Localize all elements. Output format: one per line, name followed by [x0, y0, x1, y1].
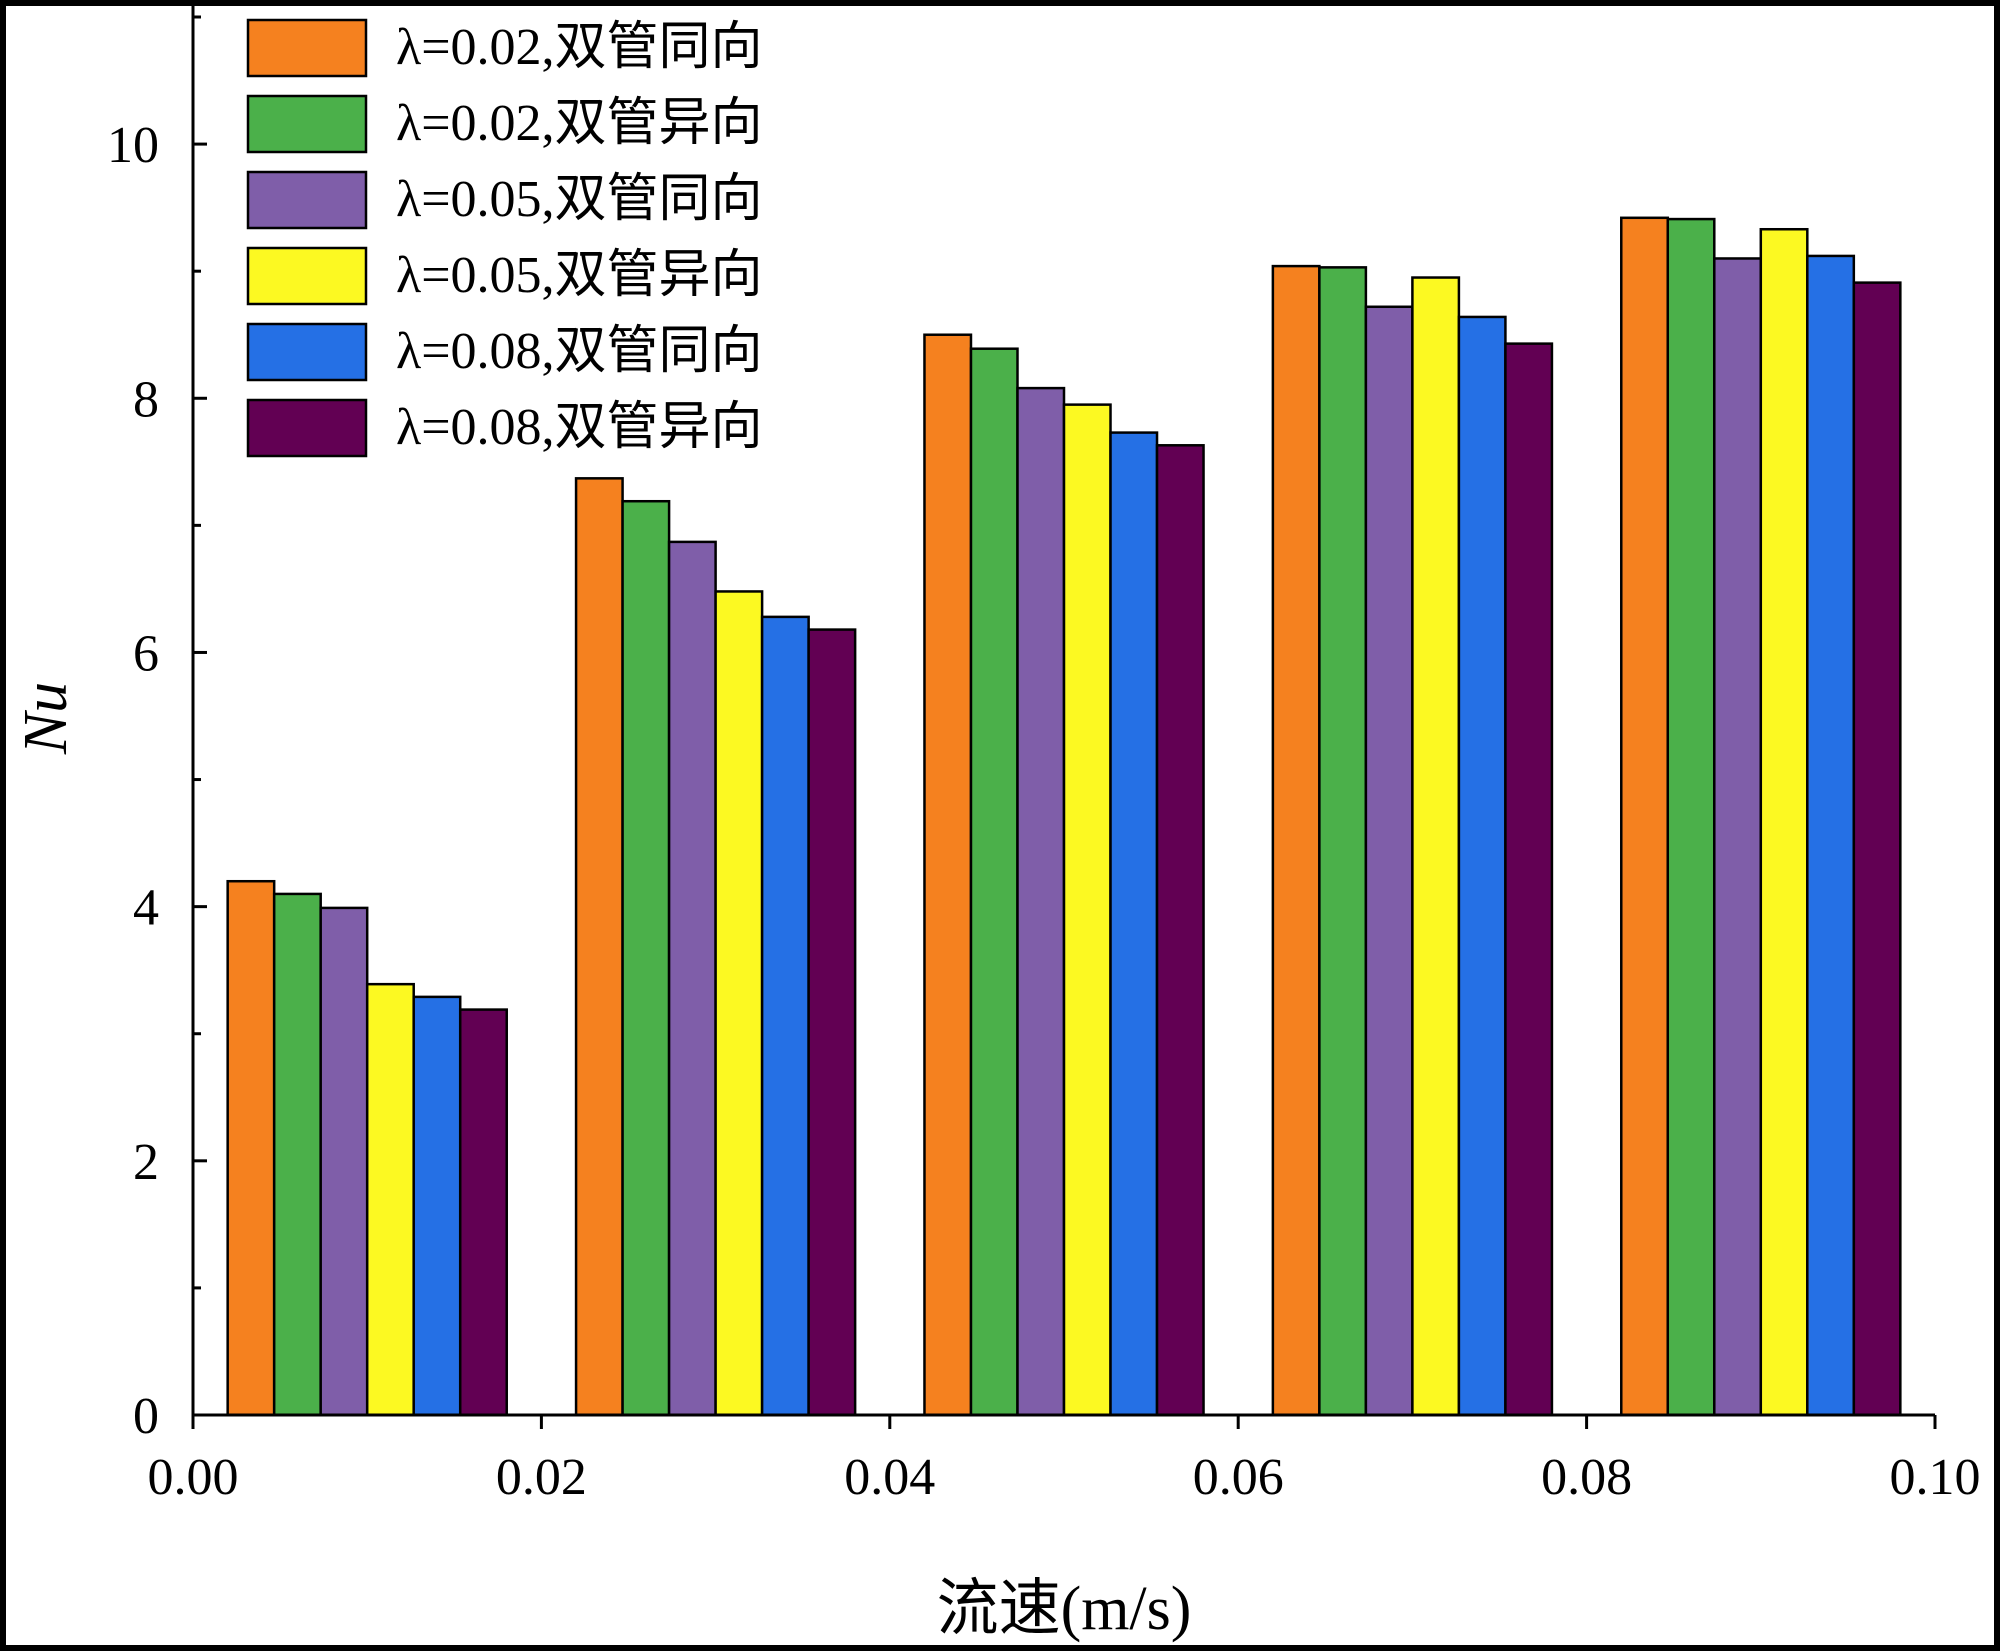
bar-s0-c1	[574, 477, 624, 1417]
legend-label-1: λ=0.02,双管异向	[396, 95, 763, 152]
bar-s4-c2	[1109, 431, 1159, 1417]
bar-s2-c0	[319, 906, 369, 1417]
axes-group	[191, 6, 1935, 1417]
y-tick-label: 8	[133, 371, 159, 428]
bar-s0-c3	[1271, 264, 1321, 1417]
x-axis-title: 流速(m/s)	[937, 1575, 1192, 1643]
bar-s2-c1	[667, 540, 717, 1417]
legend-label-0: λ=0.02,双管同向	[396, 19, 763, 76]
bar-s3-c1	[714, 590, 764, 1417]
bar-s1-c1	[621, 499, 671, 1417]
bar-s2-c2	[1016, 386, 1066, 1417]
nu-bar-chart: 0 2 4 6 8 10 0.00 0.02 0.04 0.06 0.08 0.10 λ=0.02,双…	[12, 6, 1981, 1643]
bars-group	[226, 216, 1902, 1417]
bar-s1-c4	[1666, 217, 1716, 1417]
bar-s0-c0	[226, 879, 276, 1417]
bar-s5-c3	[1504, 342, 1554, 1417]
bar-s4-c3	[1457, 315, 1507, 1417]
x-tick-label: 0.10	[1890, 1449, 1981, 1506]
bar-s3-c4	[1759, 227, 1809, 1417]
bar-s0-c4	[1620, 216, 1670, 1417]
bar-s4-c4	[1806, 254, 1856, 1417]
y-axis-title: Nu	[12, 682, 80, 755]
legend: λ=0.02,双管同向 λ=0.02,双管异向 λ=0.05,双管同向 λ=0.05,…	[246, 18, 763, 458]
ticks-group: 0 2 4 6 8 10 0.00 0.02 0.04 0.06 0.08 0.10	[107, 15, 1981, 1506]
y-tick-label: 10	[107, 117, 159, 174]
legend-swatch-5	[246, 398, 368, 458]
y-tick-label: 2	[133, 1134, 159, 1191]
bar-s3-c0	[365, 982, 415, 1417]
bar-s3-c2	[1062, 403, 1112, 1417]
bar-s2-c4	[1713, 257, 1763, 1417]
bar-s5-c0	[458, 1008, 508, 1417]
legend-label-4: λ=0.08,双管同向	[396, 323, 763, 380]
bar-s5-c4	[1852, 281, 1902, 1417]
x-tick-label: 0.04	[844, 1449, 935, 1506]
legend-label-2: λ=0.05,双管同向	[396, 171, 763, 228]
bar-s5-c1	[807, 628, 857, 1417]
bar-s3-c3	[1411, 276, 1461, 1417]
bar-s4-c1	[760, 615, 810, 1417]
legend-label-3: λ=0.05,双管异向	[396, 247, 763, 304]
bar-s5-c2	[1155, 444, 1205, 1417]
bar-s0-c2	[923, 333, 973, 1417]
x-tick-label: 0.00	[148, 1449, 239, 1506]
legend-swatch-1	[246, 94, 368, 154]
legend-swatch-2	[246, 170, 368, 230]
legend-swatch-3	[246, 246, 368, 306]
legend-label-5: λ=0.08,双管异向	[396, 399, 763, 456]
bar-s1-c3	[1318, 266, 1368, 1417]
y-tick-label: 0	[133, 1388, 159, 1445]
legend-swatch-4	[246, 322, 368, 382]
y-tick-label: 4	[133, 880, 159, 937]
x-tick-label: 0.06	[1193, 1449, 1284, 1506]
bar-s2-c3	[1364, 305, 1414, 1417]
x-tick-label: 0.08	[1541, 1449, 1632, 1506]
bar-s4-c0	[412, 995, 462, 1417]
legend-swatch-0	[246, 18, 368, 78]
y-tick-label: 6	[133, 625, 159, 682]
bar-s1-c0	[272, 892, 322, 1417]
bar-s1-c2	[969, 347, 1019, 1417]
x-tick-label: 0.02	[496, 1449, 587, 1506]
